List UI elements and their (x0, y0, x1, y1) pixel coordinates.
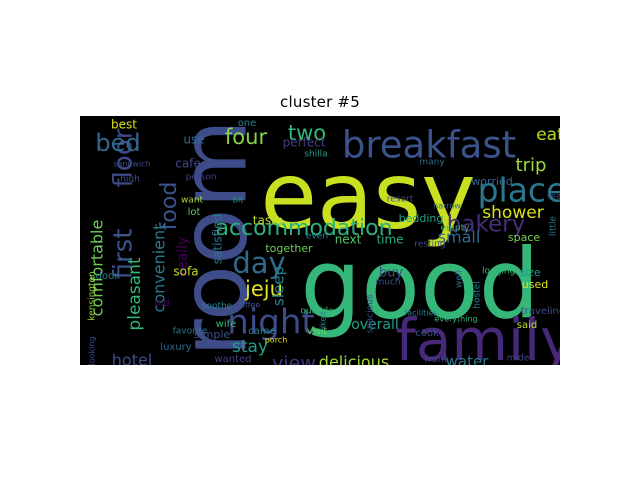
word-accommodation: accommodation (215, 216, 392, 241)
word-bit: bit (233, 196, 243, 205)
word-luxury: luxury (160, 342, 191, 353)
word-resort: resort (387, 195, 414, 205)
word-four: four (225, 125, 268, 149)
word-night: night (227, 303, 314, 343)
word-delicious: delicious (319, 353, 389, 366)
word-mide: mide (507, 354, 530, 364)
word-time: time (376, 233, 403, 247)
word-lot: lot (188, 207, 201, 218)
word-water: water (446, 353, 490, 366)
word-person: person (186, 173, 217, 183)
word-size: size (519, 266, 541, 279)
word-really: really (175, 237, 191, 276)
word-liked: liked (319, 312, 328, 331)
word-food: food (157, 182, 182, 231)
word-soothe: soothe (202, 302, 233, 312)
word-bakery: bakery (447, 212, 525, 238)
word-eat: eat (536, 125, 560, 145)
word-shower: shower (482, 203, 543, 223)
word-well: well (455, 270, 465, 288)
word-even: even (306, 232, 328, 242)
chart-title: cluster #5 (280, 93, 360, 111)
word-facilities: facilities (404, 309, 437, 318)
word-one: one (238, 118, 257, 129)
word-sleep: sleep (270, 266, 288, 306)
word-empty: empty (441, 224, 471, 234)
word-sea: sea (547, 192, 560, 201)
word-pleasant: pleasant (125, 257, 145, 330)
word-bedding: bedding (399, 212, 444, 225)
word-taste: taste (253, 214, 283, 228)
word-hostel: hostel (473, 281, 483, 308)
word-sandwich: sandwich (113, 160, 150, 169)
word-overall: overall (351, 317, 399, 333)
word-jeju: jeju (244, 277, 283, 301)
word-old: old (154, 298, 169, 309)
word-place: place (478, 171, 560, 210)
word-two: two (288, 121, 326, 145)
word-traveling: traveling (521, 306, 560, 317)
word-visit: visit (307, 326, 328, 337)
word-cafe: cafe (175, 157, 201, 171)
word-sofa: sofa (173, 265, 198, 279)
word-front: front (424, 354, 448, 365)
word-said: said (517, 320, 537, 331)
word-porch: porch (265, 336, 288, 345)
word-everything: everything (434, 315, 477, 324)
word-narrow: narrow (433, 202, 461, 211)
word-room: room (160, 119, 267, 357)
word-used: used (522, 278, 548, 291)
word-cloud: room good easy family breakfast place night fir… (80, 116, 560, 365)
word-worried: worried (471, 175, 512, 188)
word-shilla: shilla (304, 150, 327, 160)
word-outside: outside (300, 307, 334, 317)
word-wife: wife (216, 319, 237, 330)
word-cook: cook (415, 328, 439, 339)
word-easy: easy (260, 142, 475, 249)
word-satisfied: satisfied (211, 214, 225, 264)
word-came: came (248, 326, 276, 337)
word-convenient: convenient (150, 224, 169, 313)
word-good: good (300, 228, 539, 340)
word-hotel: hotel (112, 351, 153, 366)
word-buy: buy (379, 266, 403, 281)
word-kensington: kensington (88, 271, 98, 320)
word-stay: stay (232, 337, 268, 357)
word-together: together (265, 242, 313, 255)
word-resting: resting (414, 240, 445, 250)
word-many: many (419, 158, 445, 168)
word-family: family (395, 306, 560, 365)
word-next: next (335, 233, 362, 247)
word-day: day (232, 246, 285, 280)
word-coffee: coffee (236, 301, 261, 310)
word-much: much (375, 278, 400, 288)
word-lodgings: lodgings (482, 267, 520, 277)
word-first: first (109, 229, 139, 280)
word-favorite: favorite (173, 327, 208, 337)
word-simple: simple (194, 328, 231, 341)
word-perfect: perfect (283, 136, 326, 150)
word-small: small (438, 228, 481, 247)
word-space: space (508, 231, 541, 244)
word-looking: looking (88, 336, 97, 365)
word-use: use (183, 133, 204, 147)
word-view: view (272, 353, 316, 366)
word-wanted: wanted (214, 354, 251, 365)
word-best: best (111, 118, 137, 132)
word-little: little (549, 215, 559, 236)
word-floor: floor (109, 128, 139, 187)
word-breakfast: breakfast (342, 124, 516, 167)
word-comfortable: comfortable (88, 220, 107, 317)
word-high: high (120, 175, 140, 185)
word-trip: trip (516, 155, 547, 176)
word-bed: bed (95, 129, 140, 157)
word-want: want (181, 196, 204, 206)
word-spacious: spacious (366, 294, 376, 334)
word-door: door (96, 271, 120, 282)
